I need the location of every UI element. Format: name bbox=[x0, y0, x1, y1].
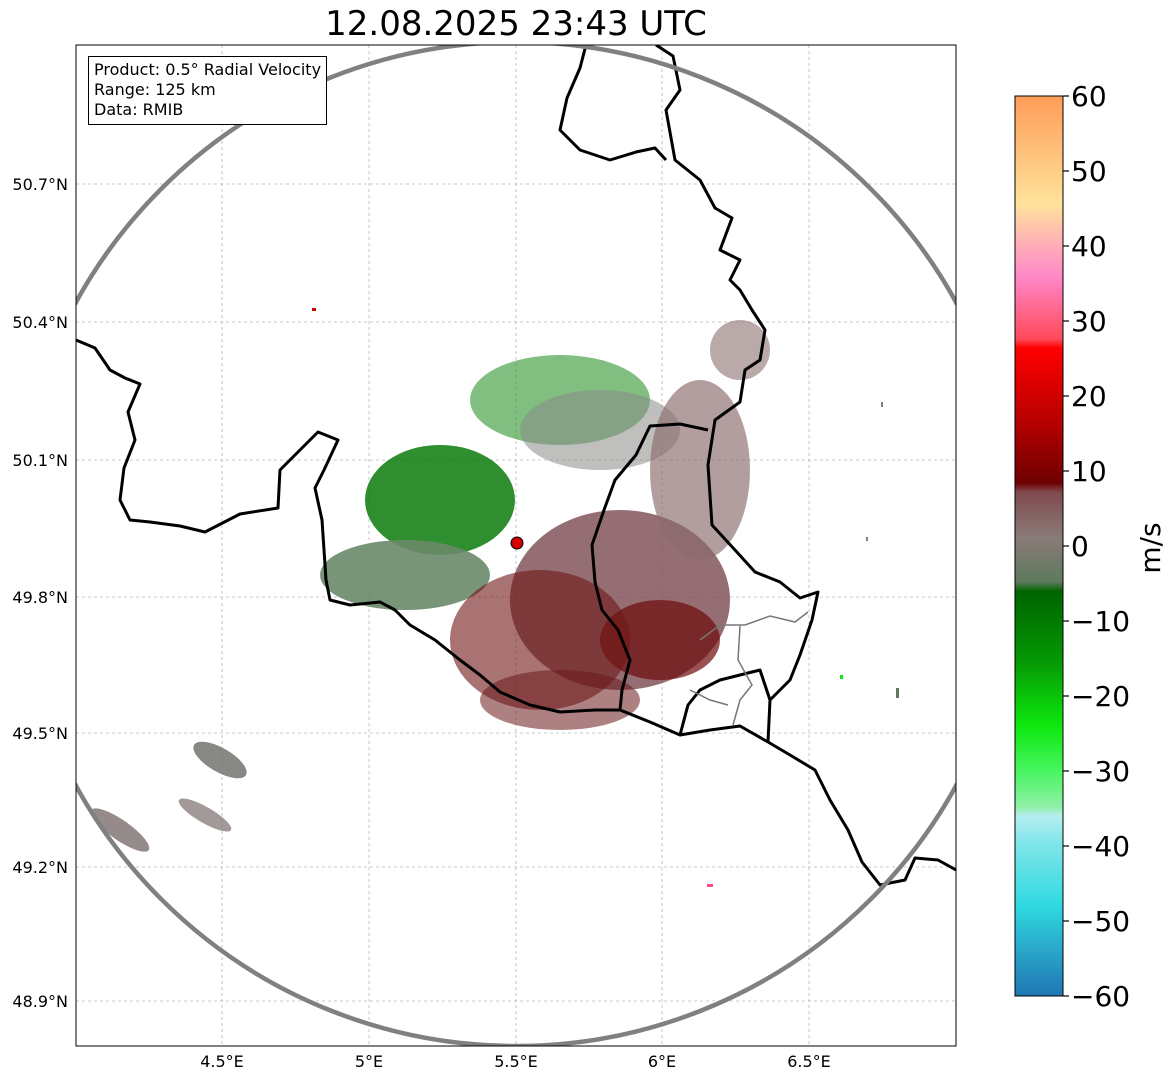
lat-tick-50-1: 50.1°N bbox=[12, 451, 68, 470]
map-frame bbox=[75, 44, 957, 1047]
colorbar-tick-labels: 60 50 40 30 20 10 0 −10 −20 −30 −40 −50 … bbox=[1071, 80, 1130, 1013]
lon-tick-5: 5°E bbox=[355, 1052, 383, 1071]
lat-tick-48-9: 48.9°N bbox=[12, 992, 68, 1011]
lon-tick-6-5: 6.5°E bbox=[787, 1052, 831, 1071]
info-range: Range: 125 km bbox=[94, 80, 216, 99]
cb-tick-20: 20 bbox=[1071, 380, 1107, 413]
colorbar-ticks bbox=[1063, 95, 1069, 997]
info-product: Product: 0.5° Radial Velocity bbox=[94, 60, 322, 79]
product-info-box: Product: 0.5° Radial Velocity Range: 125… bbox=[88, 56, 328, 125]
cb-tick-neg30: −30 bbox=[1071, 755, 1130, 788]
region-borders bbox=[689, 611, 809, 726]
cb-tick-10: 10 bbox=[1071, 455, 1107, 488]
cb-tick-30: 30 bbox=[1071, 305, 1107, 338]
gridlines bbox=[76, 45, 956, 1046]
lon-tick-6: 6°E bbox=[648, 1052, 676, 1071]
lat-tick-49-2: 49.2°N bbox=[12, 858, 68, 877]
country-borders bbox=[76, 45, 956, 887]
cb-tick-neg20: −20 bbox=[1071, 680, 1130, 713]
lat-tick-labels: 50.7°N 50.4°N 50.1°N 49.8°N 49.5°N 49.2°… bbox=[12, 175, 68, 1011]
lon-tick-4-5: 4.5°E bbox=[200, 1052, 244, 1071]
radar-site-marker bbox=[510, 536, 524, 550]
lon-tick-labels: 4.5°E 5°E 5.5°E 6°E 6.5°E bbox=[200, 1052, 831, 1071]
cb-tick-40: 40 bbox=[1071, 230, 1107, 263]
colorbar bbox=[1014, 95, 1064, 997]
lat-tick-49-8: 49.8°N bbox=[12, 588, 68, 607]
cb-tick-neg60: −60 bbox=[1071, 980, 1130, 1013]
cb-tick-60: 60 bbox=[1071, 80, 1107, 113]
cb-tick-neg50: −50 bbox=[1071, 905, 1130, 938]
lat-tick-49-5: 49.5°N bbox=[12, 724, 68, 743]
map-title: 12.08.2025 23:43 UTC bbox=[325, 4, 707, 44]
lat-tick-50-7: 50.7°N bbox=[12, 175, 68, 194]
cb-tick-neg40: −40 bbox=[1071, 830, 1130, 863]
colorbar-unit-label: m/s bbox=[1134, 522, 1167, 573]
lon-tick-5-5: 5.5°E bbox=[494, 1052, 538, 1071]
radar-echoes bbox=[90, 308, 899, 887]
cb-tick-0: 0 bbox=[1071, 530, 1089, 563]
info-data-source: Data: RMIB bbox=[94, 100, 184, 119]
cb-tick-neg10: −10 bbox=[1071, 605, 1130, 638]
lat-tick-50-4: 50.4°N bbox=[12, 313, 68, 332]
cb-tick-50: 50 bbox=[1071, 155, 1107, 188]
